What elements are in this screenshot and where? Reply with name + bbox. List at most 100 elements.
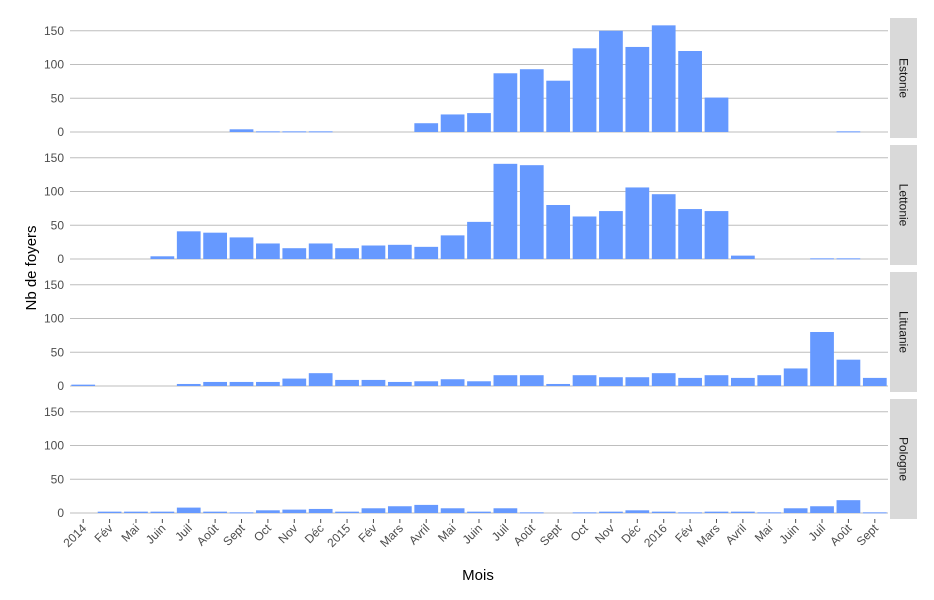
bar — [467, 511, 491, 513]
facet-panel-estonie: 0 50 100 150 Estonie — [44, 18, 917, 139]
bar — [256, 131, 280, 133]
x-tick-label: Fév — [672, 521, 696, 545]
x-tick-label: Juin — [460, 521, 485, 546]
bar — [678, 209, 702, 259]
bar — [810, 506, 834, 513]
bar — [308, 373, 333, 386]
bar — [414, 246, 439, 259]
x-tick-label: Août — [511, 521, 539, 549]
bar — [71, 384, 96, 386]
bar — [361, 379, 386, 386]
facet-panel-lituanie: 0 50 100 150 Lituanie — [44, 272, 917, 393]
bar — [440, 508, 465, 513]
bar — [229, 237, 254, 259]
bar — [783, 508, 808, 513]
y-tick-label: 100 — [44, 58, 64, 72]
bar — [625, 46, 650, 133]
y-tick-label: 150 — [44, 151, 64, 165]
facet-strip-label: Lituanie — [897, 311, 911, 353]
bar — [572, 48, 597, 132]
bar — [599, 511, 623, 513]
facet-strip — [890, 399, 917, 519]
facet-strip-label: Estonie — [897, 58, 911, 98]
x-tick-label: Juil — [489, 521, 512, 544]
bar — [519, 69, 544, 132]
bar — [493, 375, 518, 386]
bar — [282, 131, 307, 133]
bar — [150, 511, 175, 513]
bar — [730, 377, 755, 386]
bar — [335, 511, 359, 513]
x-tick-label: Août — [194, 521, 222, 549]
bar — [361, 245, 386, 259]
y-tick-label: 50 — [51, 345, 65, 359]
bar — [836, 131, 861, 133]
bar — [176, 231, 201, 259]
bar — [625, 187, 650, 259]
x-tick-label: 2015 — [324, 521, 353, 550]
x-tick-label: Juil — [806, 521, 829, 544]
bar — [335, 379, 359, 386]
bar — [308, 131, 333, 133]
bar — [678, 512, 702, 514]
x-tick-label: Mars — [694, 521, 723, 550]
facet-panel-lettonie: 0 50 100 150 Lettonie — [44, 145, 917, 266]
bar — [572, 216, 597, 259]
bar — [256, 381, 280, 386]
x-tick-label: Mai — [752, 521, 776, 545]
bar — [704, 211, 729, 259]
facet-strip — [890, 18, 917, 138]
y-tick-label: 100 — [44, 312, 64, 326]
bar — [414, 504, 439, 513]
bar — [651, 25, 676, 133]
bar — [308, 508, 333, 513]
y-tick-label: 150 — [44, 405, 64, 419]
bar — [862, 512, 887, 514]
bar — [467, 221, 491, 259]
bar — [546, 205, 571, 259]
x-tick-label: Août — [827, 521, 855, 549]
y-tick-label: 50 — [51, 91, 65, 105]
bar — [203, 232, 228, 259]
y-tick-label: 150 — [44, 278, 64, 292]
bar — [361, 508, 386, 513]
bar — [493, 508, 518, 513]
bar — [519, 165, 544, 259]
bar — [229, 129, 254, 132]
bar — [97, 511, 122, 513]
bar — [414, 381, 439, 386]
x-tick-label: Sept — [220, 521, 248, 549]
x-tick-label: Juin — [143, 521, 168, 546]
bar — [678, 377, 702, 386]
x-tick-label: Mars — [377, 521, 406, 550]
bar — [836, 258, 861, 260]
x-tick-label: Sept — [854, 521, 882, 549]
x-tick-label: Juin — [776, 521, 801, 546]
bar — [625, 510, 650, 513]
bar — [757, 375, 782, 386]
bar — [651, 194, 676, 259]
x-tick-label: Avril — [723, 521, 749, 547]
x-tick-label: Mai — [435, 521, 459, 545]
bar — [836, 359, 861, 386]
bar — [282, 509, 307, 513]
bar — [704, 511, 729, 513]
x-tick-label: Nov — [275, 521, 300, 546]
bar — [519, 512, 544, 514]
bar — [387, 381, 412, 386]
x-tick-label: Déc — [302, 521, 327, 546]
x-tick-label: Nov — [592, 521, 617, 546]
y-tick-label: 0 — [57, 252, 64, 266]
bar — [519, 375, 544, 386]
bar — [836, 500, 861, 513]
bar — [440, 114, 465, 132]
bar — [256, 243, 280, 259]
bar — [387, 506, 412, 513]
bar — [282, 248, 307, 259]
x-tick-label: Fév — [356, 521, 380, 545]
bar — [414, 123, 439, 132]
bar — [572, 375, 597, 386]
x-tick-label: Oct — [568, 521, 592, 545]
